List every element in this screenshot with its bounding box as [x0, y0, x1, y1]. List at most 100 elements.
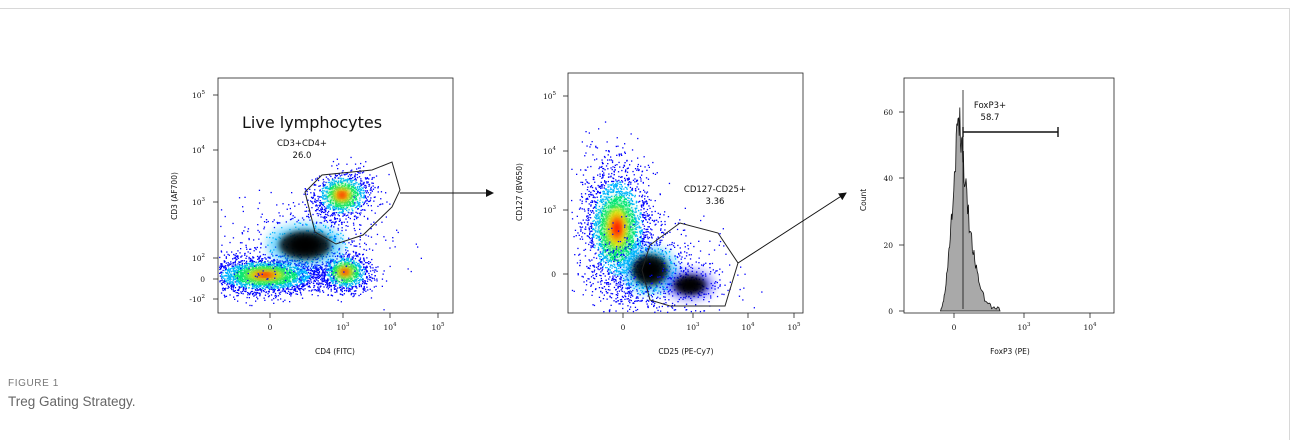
event-dot — [255, 286, 257, 288]
event-dot — [261, 260, 263, 262]
event-dot — [289, 266, 291, 269]
event-dot — [368, 275, 370, 277]
event-dot — [356, 191, 358, 193]
event-dot — [343, 241, 345, 243]
event-dot — [336, 218, 339, 220]
event-dot — [337, 168, 339, 170]
event-dot — [294, 267, 296, 269]
event-dot — [330, 219, 332, 221]
event-dot — [286, 268, 288, 270]
event-dot — [281, 282, 283, 285]
event-dot — [245, 260, 248, 262]
event-dot — [357, 186, 359, 188]
event-dot — [299, 291, 301, 293]
event-dot — [355, 211, 357, 213]
event-dot — [368, 263, 370, 265]
event-dot — [322, 187, 325, 189]
event-dot — [229, 281, 231, 283]
event-dot — [221, 279, 223, 282]
event-dot — [348, 256, 350, 258]
event-dot — [319, 267, 321, 269]
x-tick-label: 104 — [383, 322, 397, 332]
event-dot — [312, 275, 314, 277]
event-dot — [290, 218, 292, 220]
event-dot — [252, 262, 254, 265]
event-dot — [348, 182, 350, 184]
event-dot — [229, 275, 231, 277]
event-dot — [353, 218, 356, 221]
event-dot — [364, 190, 367, 192]
event-dot — [336, 174, 338, 177]
event-dot — [287, 263, 289, 265]
event-dot — [369, 189, 371, 191]
event-dot — [358, 264, 360, 266]
event-dot — [260, 216, 262, 218]
event-dot — [351, 209, 354, 212]
event-dot — [331, 278, 333, 280]
event-dot — [331, 272, 333, 274]
event-dot — [246, 266, 248, 268]
event-dot — [234, 287, 237, 289]
event-dot — [296, 290, 298, 292]
event-dot — [306, 190, 308, 193]
event-dot — [277, 262, 279, 264]
event-dot — [262, 265, 265, 267]
event-dot — [281, 290, 283, 292]
event-dot — [325, 263, 328, 265]
event-dot — [282, 262, 285, 264]
event-dot — [307, 268, 309, 270]
event-dot — [329, 184, 331, 186]
event-dot — [322, 184, 324, 186]
event-dot — [305, 272, 307, 275]
event-dot — [300, 269, 302, 271]
event-dot — [621, 154, 623, 156]
event-dot — [354, 263, 356, 265]
event-dot — [258, 260, 260, 263]
event-dot — [357, 205, 359, 207]
event-dot — [372, 269, 374, 272]
event-dot — [357, 277, 359, 279]
event-dot — [364, 281, 366, 284]
event-dot — [252, 283, 254, 285]
event-dot — [321, 211, 323, 213]
event-dot — [328, 282, 331, 284]
event-dot — [388, 173, 390, 176]
event-dot — [297, 266, 299, 269]
event-dot — [618, 161, 620, 164]
event-dot — [314, 273, 316, 275]
event-dot — [267, 286, 269, 288]
event-dot — [343, 214, 345, 216]
event-dot — [317, 286, 319, 288]
event-dot — [335, 180, 337, 183]
event-dot — [341, 259, 343, 261]
event-dot — [223, 261, 226, 263]
event-dot — [316, 221, 318, 223]
event-dot — [327, 268, 329, 270]
event-dot — [264, 283, 266, 285]
event-dot — [253, 250, 255, 252]
event-dot — [396, 229, 398, 231]
event-dot — [296, 269, 298, 271]
event-dot — [224, 275, 227, 277]
event-dot — [261, 265, 263, 267]
event-dot — [335, 212, 337, 214]
event-dot — [224, 279, 226, 281]
event-dot — [268, 257, 270, 259]
event-dot — [327, 227, 329, 229]
event-dot — [234, 262, 236, 264]
event-dot — [227, 285, 230, 287]
event-dot — [265, 283, 267, 285]
event-dot — [356, 202, 358, 204]
event-dot — [321, 279, 323, 281]
event-dot — [280, 286, 282, 288]
event-dot — [222, 275, 224, 277]
event-dot — [246, 248, 248, 250]
event-dot — [603, 264, 605, 266]
event-dot — [244, 283, 246, 286]
event-dot — [269, 263, 271, 266]
event-dot — [375, 224, 377, 226]
event-dot — [417, 246, 419, 248]
event-dot — [372, 188, 375, 190]
event-dot — [247, 292, 250, 294]
event-dot — [263, 228, 265, 230]
